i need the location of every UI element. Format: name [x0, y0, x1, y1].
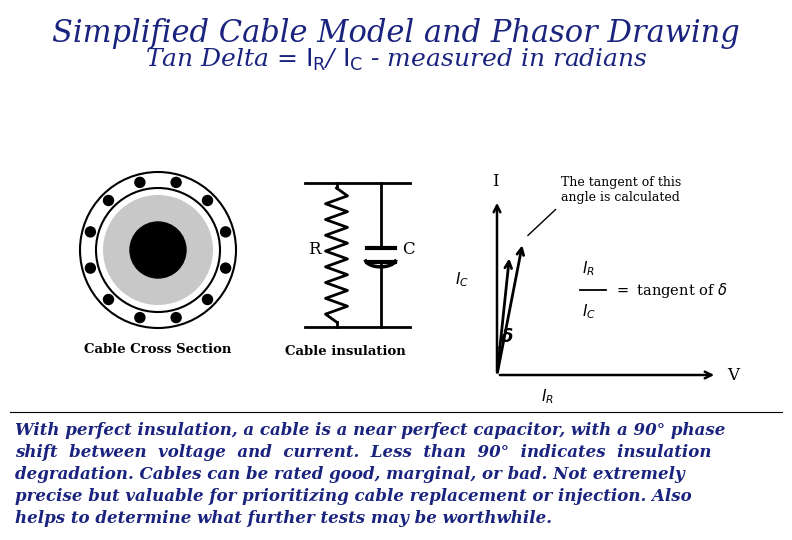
Text: R: R: [308, 241, 321, 259]
Text: $=$ tangent of $\delta$: $=$ tangent of $\delta$: [614, 280, 728, 300]
Circle shape: [104, 294, 113, 305]
Circle shape: [80, 172, 236, 328]
Circle shape: [130, 222, 186, 278]
Circle shape: [135, 313, 145, 322]
Text: Cable insulation: Cable insulation: [284, 345, 406, 358]
Text: precise but valuable for prioritizing cable replacement or injection. Also: precise but valuable for prioritizing ca…: [15, 488, 691, 505]
Circle shape: [96, 188, 220, 312]
Circle shape: [86, 227, 95, 237]
Circle shape: [221, 263, 230, 273]
Text: Tan Delta = $\mathrm{I_R}$/ $\mathrm{I_C}$ - measured in radians: Tan Delta = $\mathrm{I_R}$/ $\mathrm{I_C…: [145, 47, 647, 73]
Circle shape: [221, 227, 230, 237]
Circle shape: [203, 195, 212, 206]
Text: I: I: [492, 173, 498, 190]
Text: $I_R$: $I_R$: [582, 259, 595, 278]
Circle shape: [203, 294, 212, 305]
Circle shape: [104, 195, 113, 206]
Text: helps to determine what further tests may be worthwhile.: helps to determine what further tests ma…: [15, 510, 552, 527]
Text: Cable Cross Section: Cable Cross Section: [84, 343, 232, 356]
Text: $I_C$: $I_C$: [582, 302, 596, 321]
Text: $I_R$: $I_R$: [541, 387, 554, 406]
Text: C: C: [402, 241, 415, 259]
Text: Simplified Cable Model and Phasor Drawing: Simplified Cable Model and Phasor Drawin…: [52, 18, 740, 49]
Text: $\boldsymbol{\delta}$: $\boldsymbol{\delta}$: [501, 328, 514, 346]
Text: $I_C$: $I_C$: [455, 271, 469, 289]
Circle shape: [103, 195, 213, 305]
Text: V: V: [727, 367, 739, 383]
Circle shape: [86, 263, 95, 273]
Circle shape: [96, 188, 220, 312]
Circle shape: [103, 195, 213, 305]
Circle shape: [135, 177, 145, 187]
Text: With perfect insulation, a cable is a near perfect capacitor, with a 90° phase: With perfect insulation, a cable is a ne…: [15, 422, 725, 439]
Text: The tangent of this
angle is calculated: The tangent of this angle is calculated: [561, 177, 681, 205]
Text: degradation. Cables can be rated good, marginal, or bad. Not extremely: degradation. Cables can be rated good, m…: [15, 466, 684, 483]
Circle shape: [171, 313, 181, 322]
Text: shift  between  voltage  and  current.  Less  than  90°  indicates  insulation: shift between voltage and current. Less …: [15, 444, 711, 461]
Circle shape: [171, 177, 181, 187]
